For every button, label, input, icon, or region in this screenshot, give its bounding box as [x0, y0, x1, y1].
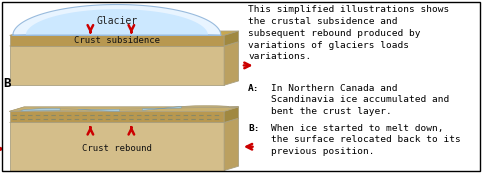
- Text: In Northern Canada and
Scandinavia ice accumulated and
bent the crust layer.: In Northern Canada and Scandinavia ice a…: [271, 84, 450, 116]
- Polygon shape: [224, 42, 239, 85]
- Text: B:: B:: [248, 124, 260, 133]
- Polygon shape: [10, 46, 224, 85]
- Polygon shape: [10, 105, 239, 111]
- Polygon shape: [10, 31, 239, 35]
- Text: Crust rebound: Crust rebound: [82, 144, 152, 153]
- Polygon shape: [21, 108, 60, 111]
- Text: A:: A:: [248, 84, 260, 93]
- Polygon shape: [10, 107, 239, 111]
- Polygon shape: [224, 118, 239, 171]
- Polygon shape: [224, 31, 239, 46]
- Polygon shape: [26, 9, 208, 35]
- Polygon shape: [10, 122, 224, 171]
- Polygon shape: [10, 111, 224, 122]
- Text: Crust subsidence: Crust subsidence: [74, 36, 160, 45]
- Polygon shape: [10, 42, 239, 46]
- Text: A: A: [3, 0, 11, 3]
- Polygon shape: [13, 5, 221, 35]
- Polygon shape: [10, 107, 239, 111]
- Polygon shape: [10, 35, 224, 46]
- Text: B: B: [3, 77, 11, 90]
- Text: Glacier: Glacier: [96, 17, 137, 26]
- Polygon shape: [224, 107, 239, 122]
- Polygon shape: [142, 106, 181, 110]
- Polygon shape: [78, 109, 120, 111]
- Polygon shape: [10, 118, 239, 122]
- Text: This simplified illustrations shows
the crustal subsidence and
subsequent reboun: This simplified illustrations shows the …: [248, 5, 450, 61]
- Text: When ice started to melt down,
the surface relocated back to its
previous positi: When ice started to melt down, the surfa…: [271, 124, 461, 156]
